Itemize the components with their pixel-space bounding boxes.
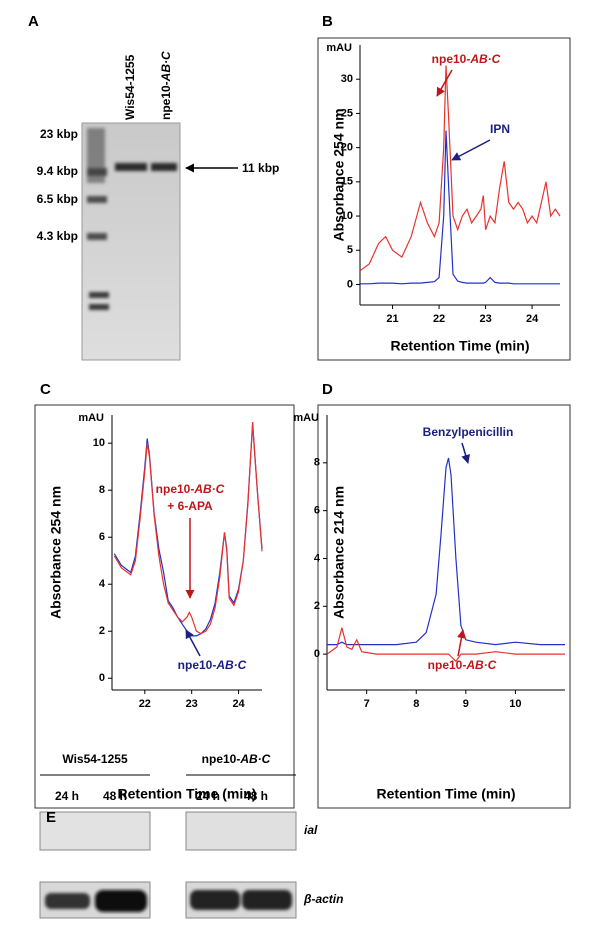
gel-bands [87, 128, 177, 310]
time-label: 24 h [196, 789, 220, 803]
lane-label: npe10-AB·C [159, 51, 173, 120]
y-tick-label: 15 [341, 176, 353, 188]
y-unit: mAU [78, 412, 104, 424]
x-tick-label: 7 [364, 698, 370, 710]
annotation: IPN [490, 122, 510, 136]
y-tick-label: 6 [314, 505, 320, 517]
y-tick-label: 5 [347, 244, 353, 256]
y-tick-label: 20 [341, 142, 353, 154]
annotation-part: + 6-APA [167, 499, 213, 513]
y-tick-label: 4 [314, 552, 321, 564]
x-tick-label: 21 [386, 313, 398, 325]
y-unit: mAU [326, 42, 352, 54]
y-tick-label: 2 [99, 625, 105, 637]
annotation-part: npe10- [432, 52, 471, 66]
x-tick-label: 8 [413, 698, 419, 710]
group-label: npe10-AB·C [202, 752, 271, 766]
trace [326, 627, 565, 663]
panel-frame [317, 37, 571, 361]
time-label: 48 h [244, 789, 268, 803]
y-axis-label: Absorbance 214 nm [331, 486, 347, 619]
panel-label: E [46, 809, 56, 826]
panel-frame [317, 404, 571, 809]
arrow [457, 629, 466, 657]
group-label-part: npe10- [202, 752, 241, 766]
lane-label-part: AB·C [159, 51, 173, 82]
panel-label: B [322, 13, 333, 30]
row-label: ial [304, 823, 318, 837]
annotation-part: npe10- [156, 482, 195, 496]
annotation: npe10-AB·C [178, 658, 247, 672]
arrow [436, 69, 453, 97]
y-unit: mAU [293, 412, 319, 424]
y-tick-label: 10 [341, 210, 353, 222]
lane-label: Wis54-1255 [123, 54, 137, 120]
x-axis-label: Retention Time (min) [118, 786, 257, 802]
y-tick-label: 8 [314, 457, 320, 469]
trace [113, 422, 263, 635]
y-tick-label: 6 [99, 531, 105, 543]
panel-label: A [28, 13, 39, 30]
trace [113, 424, 263, 637]
annotation-part: IPN [490, 122, 510, 136]
x-axis-label: Retention Time (min) [391, 338, 530, 354]
y-axis-label: Absorbance 254 nm [48, 486, 64, 619]
annotation-part: AB·C [465, 658, 496, 672]
y-tick-label: 4 [99, 578, 106, 590]
annotation-part: AB·C [193, 482, 224, 496]
y-tick-label: 0 [314, 648, 320, 660]
annotation: Benzylpenicillin [423, 425, 514, 439]
group-label: Wis54-1255 [62, 752, 128, 766]
group-label-part: Wis54-1255 [62, 752, 128, 766]
annotation-part: AB·C [215, 658, 246, 672]
x-tick-label: 22 [139, 698, 151, 710]
x-axis-label: Retention Time (min) [377, 786, 516, 802]
band-label: 11 kbp [242, 161, 279, 175]
trace [360, 130, 560, 285]
annotation: npe10-AB·C [428, 658, 497, 672]
lane-label-part: Wis54-1255 [123, 54, 137, 120]
arrow [185, 629, 201, 657]
x-tick-label: 22 [433, 313, 445, 325]
y-tick-label: 2 [314, 600, 320, 612]
annotation-part: Benzylpenicillin [423, 425, 514, 439]
trace [359, 65, 561, 272]
x-tick-label: 9 [463, 698, 469, 710]
annotation-part: npe10- [428, 658, 467, 672]
lane-label-part: npe10- [159, 81, 173, 120]
y-tick-label: 25 [341, 107, 353, 119]
annotation: npe10-AB·C [432, 52, 501, 66]
trace [327, 457, 565, 646]
panel-label: D [322, 381, 333, 398]
x-tick-label: 23 [186, 698, 198, 710]
x-tick-label: 24 [526, 313, 539, 325]
y-tick-label: 30 [341, 73, 353, 85]
y-axis-label: Absorbance 254 nm [331, 108, 347, 241]
marker-label: 6.5 kbp [37, 192, 78, 206]
time-label: 24 h [55, 789, 79, 803]
y-tick-label: 10 [93, 437, 105, 449]
y-tick-label: 0 [99, 672, 105, 684]
x-tick-label: 23 [479, 313, 491, 325]
marker-label: 4.3 kbp [37, 229, 78, 243]
y-tick-label: 8 [99, 484, 105, 496]
group-label-part: AB·C [239, 752, 270, 766]
x-tick-label: 24 [232, 698, 245, 710]
panel-label: C [40, 381, 51, 398]
annotation-part: npe10- [178, 658, 217, 672]
annotation: npe10-AB·C + 6-APA [156, 482, 225, 513]
marker-label: 9.4 kbp [37, 164, 78, 178]
x-tick-label: 10 [509, 698, 521, 710]
arrow [451, 139, 491, 161]
panel-frame [34, 404, 295, 809]
annotation-part: AB·C [469, 52, 500, 66]
time-label: 48 h [103, 789, 127, 803]
y-tick-label: 0 [347, 278, 353, 290]
row-label: β-actin [303, 892, 343, 906]
arrow [461, 442, 470, 464]
western-blots [39, 774, 297, 919]
marker-label: 23 kbp [40, 127, 78, 141]
